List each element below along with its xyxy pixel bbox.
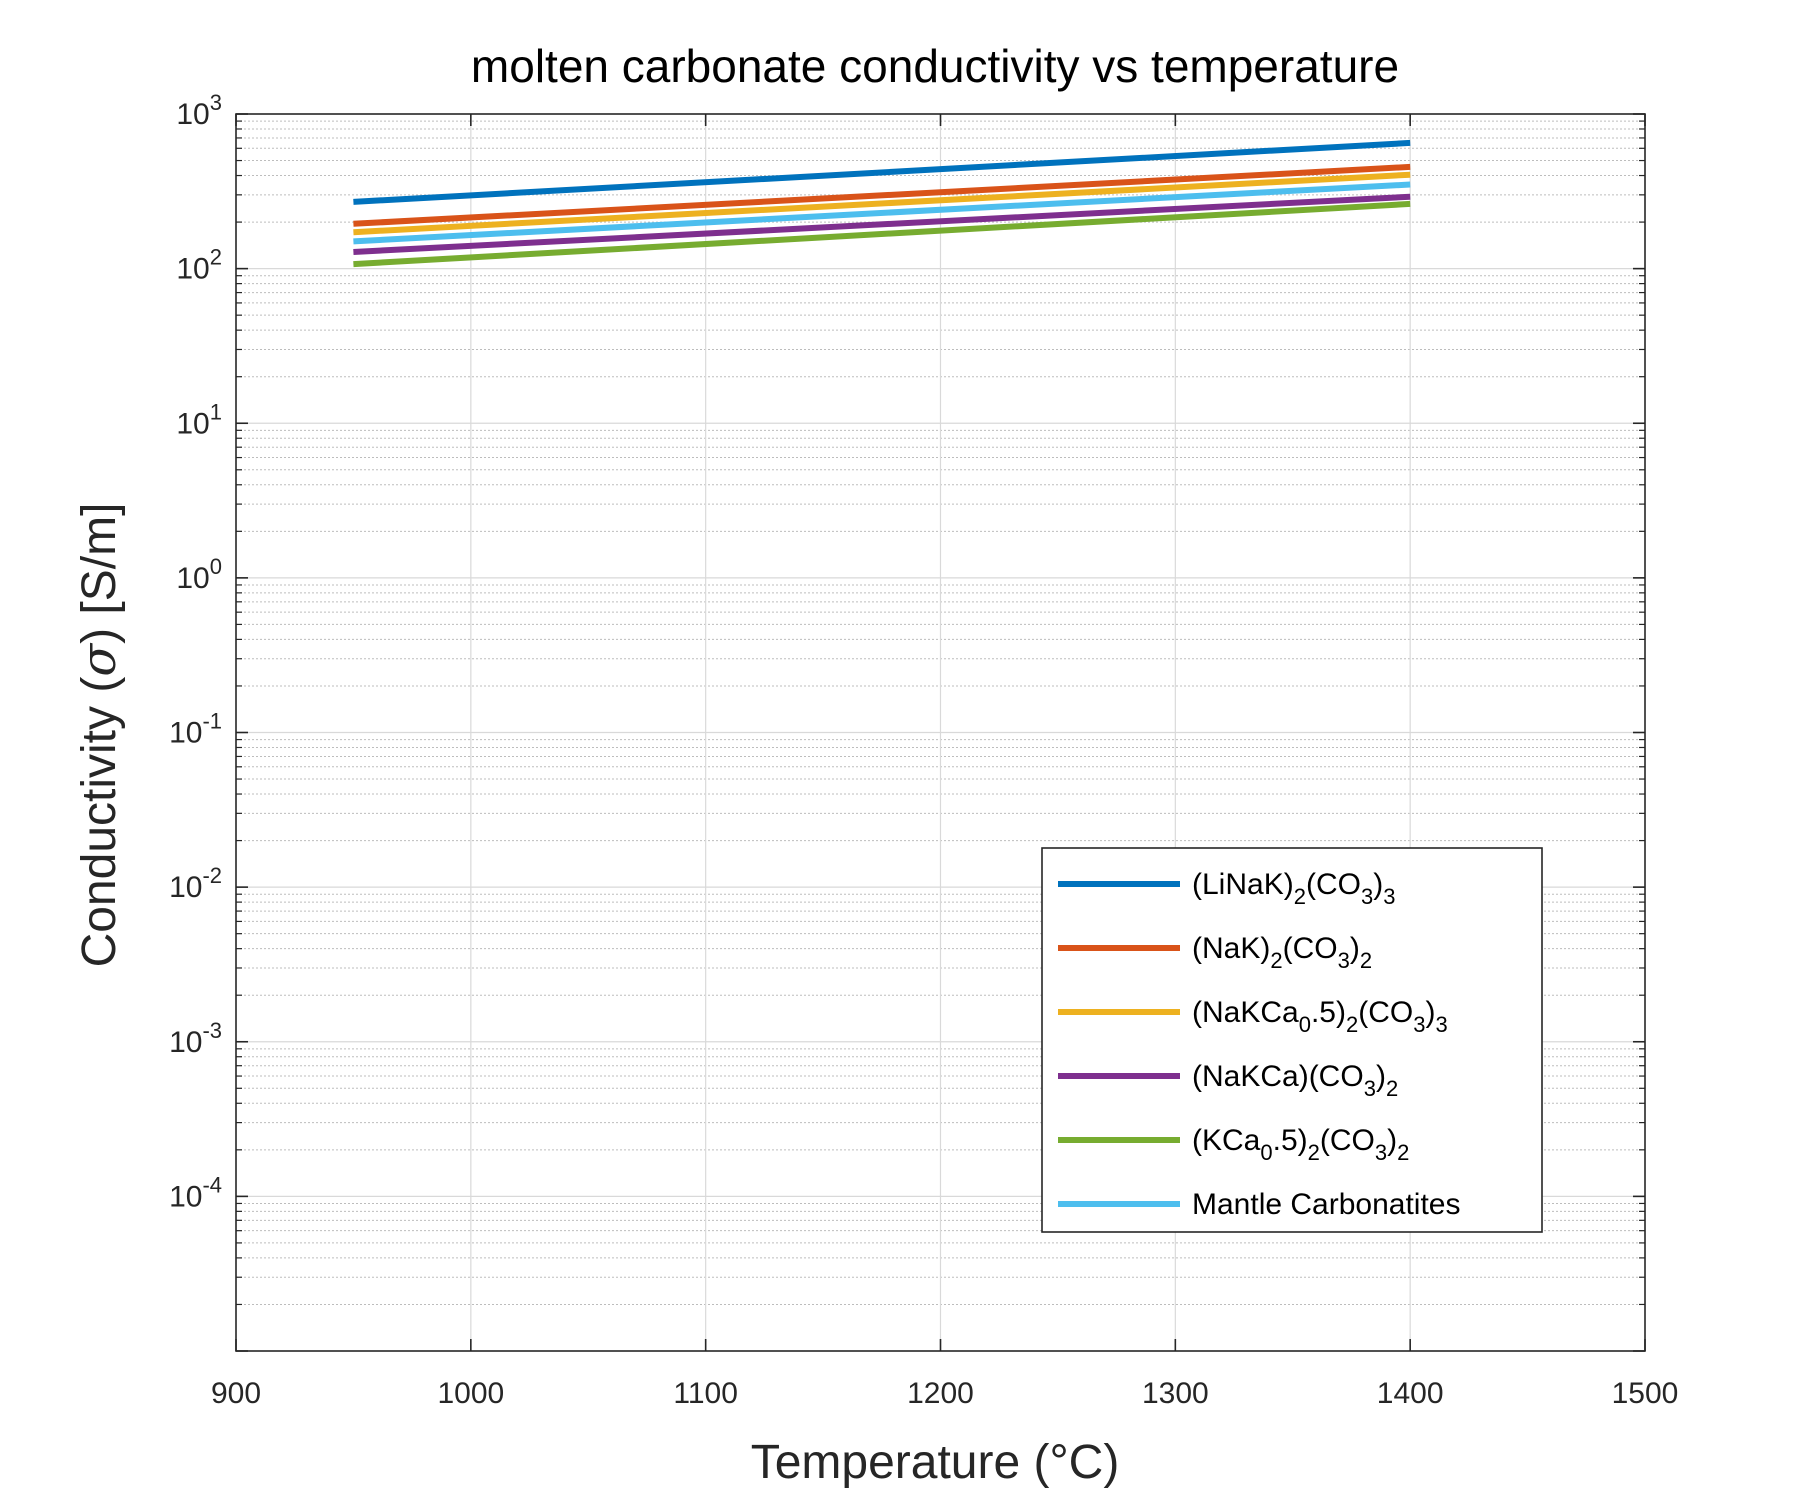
y-tick-exponent: 3 [210,90,222,115]
legend-label-subscript: 3 [1361,884,1373,909]
legend-label-text: (CO [1320,1124,1375,1157]
y-tick-exponent: 0 [210,554,222,579]
legend-item: (NaK)2(CO3)2 [1058,932,1372,973]
legend-label-text: (CO [1306,868,1361,901]
y-tick-label: 100 [176,554,222,595]
y-tick-base: 10 [176,562,209,595]
legend-label-text: ) [1376,1060,1386,1093]
x-tick-label: 1200 [907,1377,974,1410]
legend-label-text: (LiNaK) [1192,868,1294,901]
x-tick-label: 1000 [437,1377,504,1410]
y-axis-title-text: Conductivity ( [73,677,126,968]
legend-label-subscript: 3 [1435,1012,1447,1037]
series-lines [353,139,1411,268]
legend-label-text: Mantle Carbonatites [1192,1188,1460,1221]
y-tick-exponent: -4 [202,1172,222,1197]
legend-label-text: (CO [1358,996,1413,1029]
x-tick-label: 1100 [673,1377,738,1410]
x-tick-label: 900 [211,1377,261,1410]
legend-item: (KCa0.5)2(CO3)2 [1058,1124,1409,1165]
series-line [353,200,1411,268]
legend-label-text: .5) [1273,1124,1308,1157]
series-line [353,163,1411,227]
legend-label: Mantle Carbonatites [1192,1188,1460,1221]
y-tick-base: 10 [169,871,202,904]
legend-label-text: ) [1387,1124,1397,1157]
legend-label-subscript: 2 [1397,1140,1409,1165]
x-tick-label: 1500 [1612,1377,1679,1410]
x-axis-title: Temperature (°C) [751,1436,1120,1489]
legend-label-subscript: 2 [1346,1012,1358,1037]
chart-title: molten carbonate conductivity vs tempera… [471,40,1399,92]
legend-label-text: ) [1350,932,1360,965]
y-tick-base: 10 [176,98,209,131]
legend-label-subscript: 3 [1375,1140,1387,1165]
y-tick-exponent: -1 [202,709,222,734]
y-tick-exponent: 2 [210,245,222,270]
series-line [353,171,1411,236]
x-tick-label: 1400 [1377,1377,1444,1410]
legend-label-subscript: 2 [1294,884,1306,909]
legend-label-subscript: 3 [1338,948,1350,973]
legend-label-text: ) [1373,868,1383,901]
legend-label-text: (NaKCa [1192,996,1299,1029]
y-tick-exponent: -2 [202,863,222,888]
legend: (LiNaK)2(CO3)3(NaK)2(CO3)2(NaKCa0.5)2(CO… [1041,847,1543,1233]
legend-label-subscript: 0 [1260,1140,1272,1165]
y-tick-base: 10 [169,717,202,750]
legend-label: (NaKCa0.5)2(CO3)3 [1192,996,1448,1037]
legend-item: (LiNaK)2(CO3)3 [1058,868,1395,909]
legend-label: (LiNaK)2(CO3)3 [1192,868,1395,909]
y-axis-title-symbol: σ [71,643,127,677]
legend-label-text: (KCa [1192,1124,1261,1157]
y-tick-label: 10-3 [169,1018,222,1059]
plot-frame [235,113,1646,1352]
legend-label: (KCa0.5)2(CO3)2 [1192,1124,1409,1165]
legend-label-subscript: 3 [1383,884,1395,909]
y-tick-base: 10 [176,407,209,440]
axis-ticks [235,113,1646,1352]
x-tick-labels: 900 1000 1100 1200 1300 1400 1500 [211,1377,1678,1410]
y-axis-title-unit: ) [S/m] [73,503,126,644]
y-tick-label: 103 [176,90,222,131]
y-tick-label: 10-4 [169,1172,222,1213]
legend-label-subscript: 2 [1386,1076,1398,1101]
series-line [353,193,1411,255]
legend-label: (NaK)2(CO3)2 [1192,932,1372,973]
legend-label-subscript: 3 [1364,1076,1376,1101]
legend-label-subscript: 2 [1308,1140,1320,1165]
legend-label-text: .5) [1311,996,1346,1029]
series-line [353,181,1411,245]
legend-box [1041,847,1543,1233]
y-tick-base: 10 [169,1026,202,1059]
y-tick-label: 10-2 [169,863,222,904]
x-tick-label: 1300 [1142,1377,1209,1410]
legend-label-text: (CO [1283,932,1338,965]
legend-label-text: ) [1425,996,1435,1029]
y-tick-base: 10 [169,1180,202,1213]
y-tick-base: 10 [176,253,209,286]
y-tick-exponent: 1 [210,399,222,424]
legend-item: (NaKCa0.5)2(CO3)3 [1058,996,1448,1037]
legend-item: (NaKCa)(CO3)2 [1058,1060,1398,1101]
legend-label-subscript: 2 [1360,948,1372,973]
legend-item: Mantle Carbonatites [1058,1188,1460,1221]
legend-label-text: (NaKCa)(CO [1192,1060,1364,1093]
y-tick-label: 10-1 [169,709,222,750]
legend-label-subscript: 3 [1413,1012,1425,1037]
legend-label-subscript: 0 [1299,1012,1311,1037]
y-tick-label: 102 [176,245,222,286]
legend-items: (LiNaK)2(CO3)3(NaK)2(CO3)2(NaKCa0.5)2(CO… [1058,868,1460,1221]
legend-label-subscript: 2 [1270,948,1282,973]
series-line [353,139,1411,205]
y-axis-title: Conductivity (σ) [S/m] [71,503,127,968]
legend-label-text: (NaK) [1192,932,1270,965]
y-tick-exponent: -3 [202,1018,222,1043]
legend-label: (NaKCa)(CO3)2 [1192,1060,1398,1101]
y-tick-label: 101 [176,399,222,440]
